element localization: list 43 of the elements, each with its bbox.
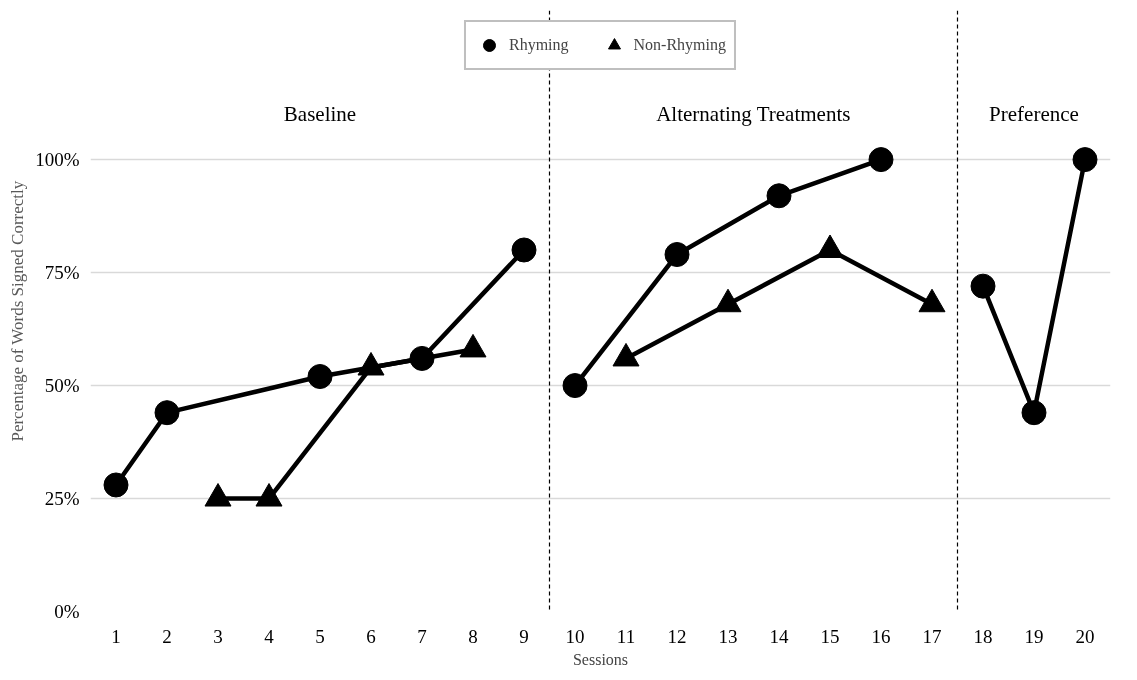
point <box>154 400 180 426</box>
annotation: Alternating Treatments <box>656 102 851 127</box>
annotation: Baseline <box>283 102 357 127</box>
point <box>511 237 537 263</box>
x-tick-label: 14 <box>769 625 789 647</box>
point <box>307 364 333 389</box>
y-tick-label: 100% <box>35 149 80 171</box>
point <box>868 147 894 173</box>
x-tick-label: 2 <box>162 625 172 647</box>
point <box>970 273 996 299</box>
x-tick-label: 7 <box>417 625 427 647</box>
x-tick-label: 11 <box>616 625 636 647</box>
y-tick-label: 0% <box>54 601 80 622</box>
x-tick-label: 8 <box>468 625 478 647</box>
x-tick-label: 6 <box>366 625 376 647</box>
y-tick-label: 25% <box>44 488 80 510</box>
point <box>664 242 690 267</box>
x-tick-label: 1 <box>111 625 121 647</box>
point <box>1072 147 1098 173</box>
x-tick-label: 4 <box>264 625 275 647</box>
point <box>766 183 792 209</box>
x-tick-label: 13 <box>718 625 738 647</box>
legend-label: Rhyming <box>508 36 569 54</box>
y-axis-title: Percentage of Words Signed Correctly <box>8 180 28 442</box>
x-tick-label: 12 <box>667 625 687 647</box>
x-tick-label: 20 <box>1075 625 1095 647</box>
y-tick-label: 75% <box>44 262 80 284</box>
annotation: Preference <box>989 102 1079 127</box>
x-tick-label: 19 <box>1024 625 1044 647</box>
x-tick-label: 5 <box>315 625 325 647</box>
x-tick-label: 16 <box>871 625 891 647</box>
x-tick-label: 17 <box>922 625 942 647</box>
x-tick-label: 15 <box>820 625 840 647</box>
point <box>562 373 588 399</box>
x-tick-label: 10 <box>565 625 585 647</box>
x-tick-label: 9 <box>519 625 529 647</box>
point <box>103 472 129 498</box>
y-tick-label: 50% <box>44 375 80 397</box>
legend-label: Non-Rhyming <box>633 36 727 54</box>
x-tick-label: 3 <box>213 625 223 647</box>
x-axis-title: Sessions <box>572 650 629 668</box>
point <box>1021 400 1047 426</box>
x-tick-label: 18 <box>973 625 993 647</box>
